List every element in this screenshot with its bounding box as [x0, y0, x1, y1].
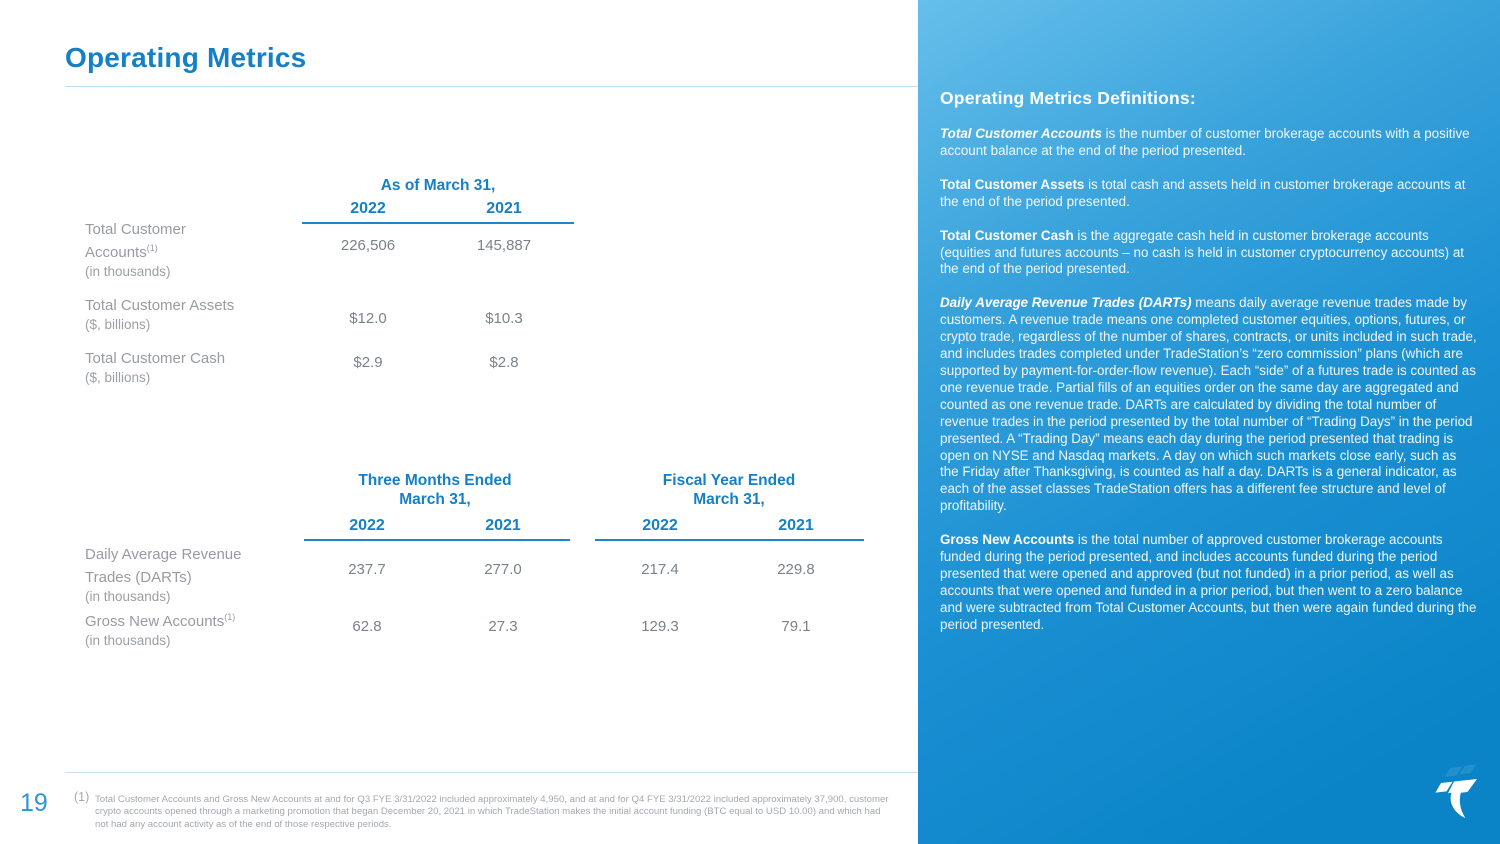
table2-group2-header: Fiscal Year Ended March 31,: [662, 472, 796, 508]
definition-darts: Daily Average Revenue Trades (DARTs) mea…: [940, 295, 1477, 514]
table2-fy-year-2021: 2021: [778, 517, 814, 534]
row-unit: ($, billions): [85, 370, 151, 385]
row-unit: (in thousands): [85, 589, 171, 604]
row-label-total-customer-accounts: Total Customer Accounts(1) (in thousands…: [85, 220, 240, 281]
row-label-total-customer-assets: Total Customer Assets ($, billions): [85, 292, 325, 334]
table-cell: 145,887: [476, 237, 532, 254]
row-unit: (in thousands): [85, 264, 171, 279]
row-label-total-customer-cash: Total Customer Cash ($, billions): [85, 345, 325, 387]
page-title: Operating Metrics: [65, 42, 307, 73]
table-cell: 217.4: [641, 561, 679, 578]
footnote-ref: (1): [146, 243, 158, 253]
table-cell: 27.3: [488, 618, 518, 635]
table1-header: As of March 31,: [380, 177, 496, 194]
table2-fy-year-2022: 2022: [642, 517, 678, 534]
table-cell: 62.8: [352, 618, 382, 635]
table-cell: 226,506: [340, 237, 396, 254]
table-cell: $2.9: [353, 354, 383, 371]
definitions-panel: Operating Metrics Definitions: Total Cus…: [918, 0, 1500, 844]
definitions-content: Operating Metrics Definitions: Total Cus…: [940, 88, 1477, 651]
table-cell: 129.3: [641, 618, 679, 635]
definition-total-customer-cash: Total Customer Cash is the aggregate cas…: [940, 227, 1464, 277]
table2-underline-group1: [304, 539, 570, 541]
footnote-ref: (1): [224, 612, 236, 622]
table-cell: 237.7: [348, 561, 386, 578]
tradestation-logo-icon: [1435, 764, 1477, 818]
definition-total-customer-assets: Total Customer Assets is total cash and …: [940, 176, 1466, 209]
table1-year-2021: 2021: [486, 200, 522, 217]
definition-total-customer-accounts: Total Customer Accounts is the number of…: [940, 126, 1470, 158]
table2-group1-header: Three Months Ended March 31,: [358, 472, 512, 508]
definitions-heading: Operating Metrics Definitions:: [940, 88, 1196, 108]
table1-underline: [302, 222, 574, 224]
table2-underline-group2: [595, 539, 864, 541]
table-cell: $10.3: [485, 310, 523, 327]
row-label-darts: Daily Average Revenue Trades (DARTs) (in…: [85, 545, 280, 606]
table-as-of-march-31: As of March 31, 2022 2021 Total Customer…: [65, 170, 625, 410]
table2-q-year-2022: 2022: [349, 517, 385, 534]
table-cell: 79.1: [781, 618, 811, 635]
page-number: 19: [20, 789, 48, 817]
table1-year-2022: 2022: [350, 200, 386, 217]
footer-divider: [65, 772, 918, 773]
definition-gross-new-accounts: Gross New Accounts is the total number o…: [940, 532, 1477, 632]
table-periods-ended: Three Months Ended March 31, Fiscal Year…: [65, 465, 895, 665]
table-cell: $12.0: [349, 310, 387, 327]
row-label-gross-new-accounts: Gross New Accounts(1) (in thousands): [85, 608, 335, 650]
footnote-marker: (1): [74, 790, 90, 804]
title-divider: [65, 86, 918, 87]
table-cell: 229.8: [777, 561, 815, 578]
table-cell: 277.0: [484, 561, 522, 578]
footnote-text: Total Customer Accounts and Gross New Ac…: [95, 794, 889, 830]
row-unit: (in thousands): [85, 633, 171, 648]
row-unit: ($, billions): [85, 317, 151, 332]
table2-q-year-2021: 2021: [485, 517, 521, 534]
table-cell: $2.8: [489, 354, 519, 371]
